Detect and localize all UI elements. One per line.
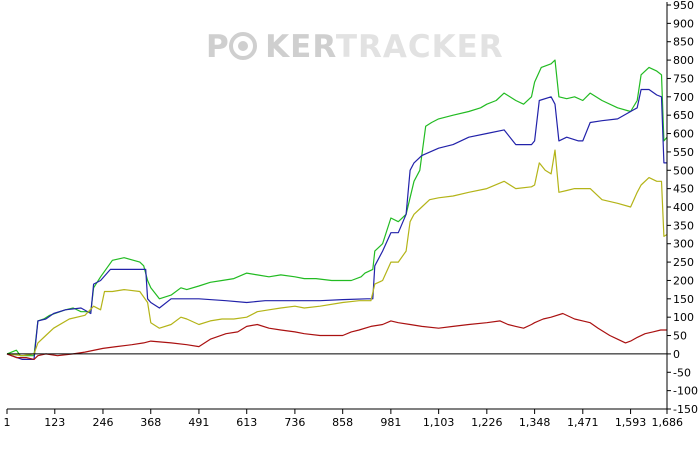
series-line-red (6, 312, 667, 360)
x-tick-label: 368 (140, 416, 161, 429)
x-tick-label: 1,471 (567, 416, 599, 429)
y-tick-label: 850 (673, 36, 694, 49)
y-tick-label: 600 (673, 128, 694, 141)
y-tick-label: -100 (673, 385, 698, 398)
x-tick-label: 1,226 (471, 416, 503, 429)
y-tick-label: 350 (673, 219, 694, 232)
pokertracker-watermark: P KERTRACKER (206, 29, 504, 65)
x-tick-label: 1,348 (519, 416, 551, 429)
y-tick-label: 200 (673, 274, 694, 287)
y-tick-label: 750 (673, 72, 694, 85)
series-line-green (6, 59, 668, 357)
axis-layer: -150 -100 -50 0 50 100 150 200 250 300 350 400 450 50… (4, 0, 698, 429)
series-line-olive (6, 149, 668, 357)
y-tick-label: 100 (673, 311, 694, 324)
x-tick-label: 1 (4, 416, 11, 429)
y-tick-label: 300 (673, 238, 694, 251)
y-tick-label: 0 (673, 348, 680, 361)
y-tick-label: 650 (673, 109, 694, 122)
y-tick-label: 700 (673, 91, 694, 104)
y-tick-label: 800 (673, 54, 694, 67)
x-tick-label: 246 (92, 416, 113, 429)
x-tick-label: 613 (236, 416, 257, 429)
x-tick-label: 1,103 (423, 416, 455, 429)
y-tick-label: 150 (673, 293, 694, 306)
watermark-part3: TRACKER (336, 29, 504, 65)
series-layer (6, 59, 668, 360)
x-tick-label: 123 (44, 416, 65, 429)
x-tick-label: 858 (332, 416, 353, 429)
y-tick-label: 250 (673, 256, 694, 269)
x-tick-label: 1,686 (652, 416, 684, 429)
y-tick-label: 950 (673, 0, 694, 12)
y-tick-label: 500 (673, 164, 694, 177)
y-tick-label: -50 (673, 366, 691, 379)
series-line-blue (6, 88, 667, 360)
watermark-part1: P (206, 29, 230, 65)
y-tick-label: 550 (673, 146, 694, 159)
poker-chip-icon (229, 32, 257, 60)
watermark-part2: KER (265, 29, 336, 65)
watermark-text: P KERTRACKER (206, 29, 504, 65)
x-tick-label: 1,593 (615, 416, 647, 429)
y-tick-label: 450 (673, 183, 694, 196)
y-tick-label: -150 (673, 403, 698, 416)
y-tick-label: 400 (673, 201, 694, 214)
x-tick-label: 736 (284, 416, 305, 429)
x-tick-label: 491 (188, 416, 209, 429)
y-tick-label: 50 (673, 330, 687, 343)
y-tick-label: 900 (673, 17, 694, 30)
x-tick-label: 981 (380, 416, 401, 429)
